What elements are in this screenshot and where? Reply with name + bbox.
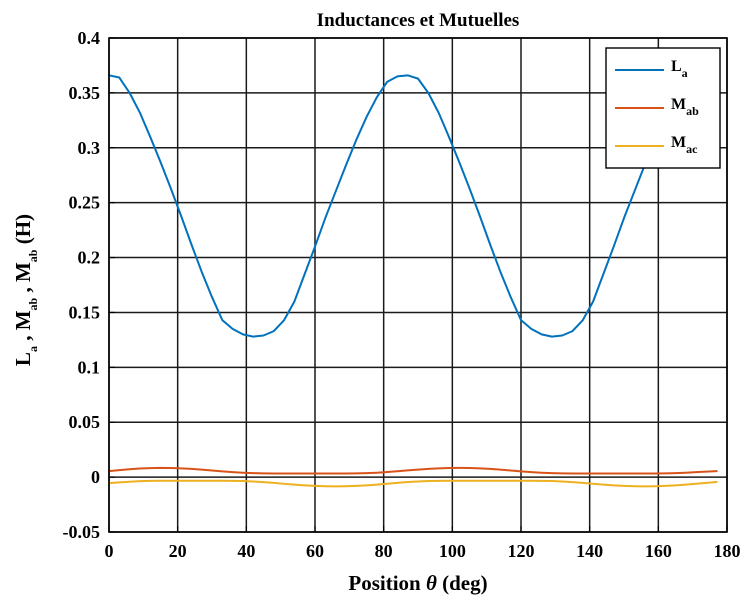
x-tick-label: 180 xyxy=(714,541,741,561)
y-tick-label: 0.05 xyxy=(69,412,101,432)
series-layer xyxy=(108,74,718,488)
series-line-l-a xyxy=(108,74,718,338)
y-tick-label: 0.2 xyxy=(78,248,101,268)
y-tick-label: 0.35 xyxy=(69,83,101,103)
x-tick-label: 100 xyxy=(439,541,466,561)
y-tick-label: 0.4 xyxy=(78,28,101,48)
legend-label: Mab xyxy=(671,96,699,118)
series-line-m-ac xyxy=(108,479,718,488)
y-axis-label: La , Mab , Mab (H) xyxy=(11,214,40,366)
legend: La Mab Mac xyxy=(605,47,721,169)
x-tick-label: 40 xyxy=(237,541,255,561)
tick-marks xyxy=(108,37,728,533)
y-tick-label: 0 xyxy=(91,467,100,487)
y-tick-label: 0.25 xyxy=(69,193,101,213)
y-tick-labels: -0.05 0 0.05 0.1 0.15 0.2 0.25 0.3 0.35 0.4 xyxy=(63,28,101,542)
y-tick-label: 0.3 xyxy=(78,138,101,158)
x-tick-label: 140 xyxy=(576,541,603,561)
y-tick-label: 0.1 xyxy=(78,357,101,377)
x-axis-label: Position θ (deg) xyxy=(348,571,487,595)
x-tick-label: 0 xyxy=(105,541,114,561)
x-tick-label: 120 xyxy=(508,541,535,561)
x-tick-labels: 0 20 40 60 80 100 120 140 160 180 xyxy=(105,541,741,561)
x-tick-label: 80 xyxy=(375,541,393,561)
x-tick-label: 60 xyxy=(306,541,324,561)
series-line-m-ab xyxy=(108,466,718,475)
legend-label: Mac xyxy=(671,134,698,156)
chart-title: Inductances et Mutuelles xyxy=(317,10,520,31)
legend-label: La xyxy=(671,58,688,80)
y-tick-label: 0.15 xyxy=(69,302,101,322)
x-tick-label: 20 xyxy=(169,541,187,561)
plot-frame xyxy=(108,37,728,533)
y-tick-label: -0.05 xyxy=(63,522,101,542)
x-tick-label: 160 xyxy=(645,541,672,561)
